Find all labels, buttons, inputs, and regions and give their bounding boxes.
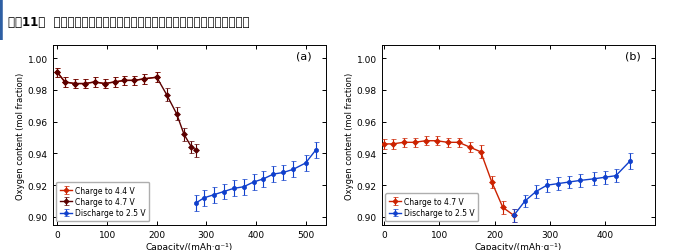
X-axis label: Capacity/(mAh·g⁻¹): Capacity/(mAh·g⁻¹) — [146, 242, 232, 250]
Text: 图表11：  首次循环和第二次循环过程中，富锂锰基正极材料的氧含量变化: 图表11： 首次循环和第二次循环过程中，富锂锰基正极材料的氧含量变化 — [8, 16, 250, 29]
X-axis label: Capacity/(mAh·g⁻¹): Capacity/(mAh·g⁻¹) — [475, 242, 561, 250]
Text: (b): (b) — [625, 52, 640, 62]
Legend: Charge to 4.4 V, Charge to 4.7 V, Discharge to 2.5 V: Charge to 4.4 V, Charge to 4.7 V, Discha… — [56, 182, 149, 221]
Legend: Charge to 4.7 V, Discharge to 2.5 V: Charge to 4.7 V, Discharge to 2.5 V — [385, 194, 478, 221]
Y-axis label: Oxygen content (mol fraction): Oxygen content (mol fraction) — [344, 72, 354, 199]
Text: (a): (a) — [296, 52, 312, 62]
Y-axis label: Oxygen content (mol fraction): Oxygen content (mol fraction) — [15, 72, 24, 199]
